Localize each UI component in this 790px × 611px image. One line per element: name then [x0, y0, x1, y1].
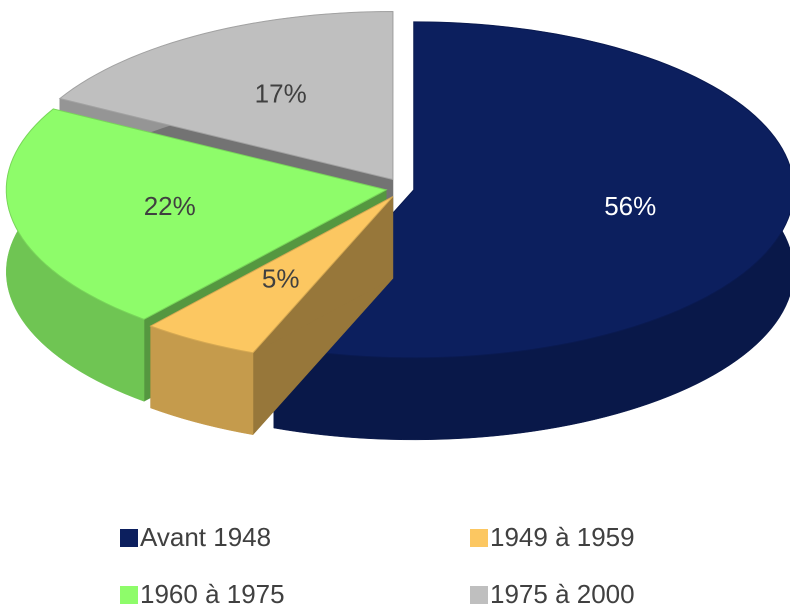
- legend-swatch: [120, 586, 138, 604]
- slice-top: [5, 108, 388, 320]
- legend-label: Avant 1948: [140, 522, 271, 552]
- legend-label: 1960 à 1975: [140, 579, 285, 609]
- data-label: 56%: [604, 191, 656, 221]
- legend-label: 1975 à 2000: [490, 579, 635, 609]
- legend-swatch: [120, 529, 138, 547]
- legend-swatch: [470, 586, 488, 604]
- slice-top: [58, 10, 394, 181]
- data-label: 17%: [255, 78, 307, 108]
- legend-swatch: [470, 529, 488, 547]
- data-label: 22%: [144, 191, 196, 221]
- legend-label: 1949 à 1959: [490, 522, 635, 552]
- slice-top: [272, 21, 790, 359]
- data-label: 5%: [262, 263, 300, 293]
- slice-top: [149, 196, 394, 354]
- pie-slice: [149, 195, 394, 436]
